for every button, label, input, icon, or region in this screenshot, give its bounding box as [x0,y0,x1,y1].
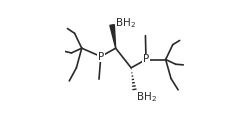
Text: BH$_2$: BH$_2$ [136,90,157,104]
Text: P: P [98,52,104,62]
Text: P: P [143,55,149,64]
Text: BH$_2$: BH$_2$ [115,16,136,30]
Polygon shape [110,25,116,48]
